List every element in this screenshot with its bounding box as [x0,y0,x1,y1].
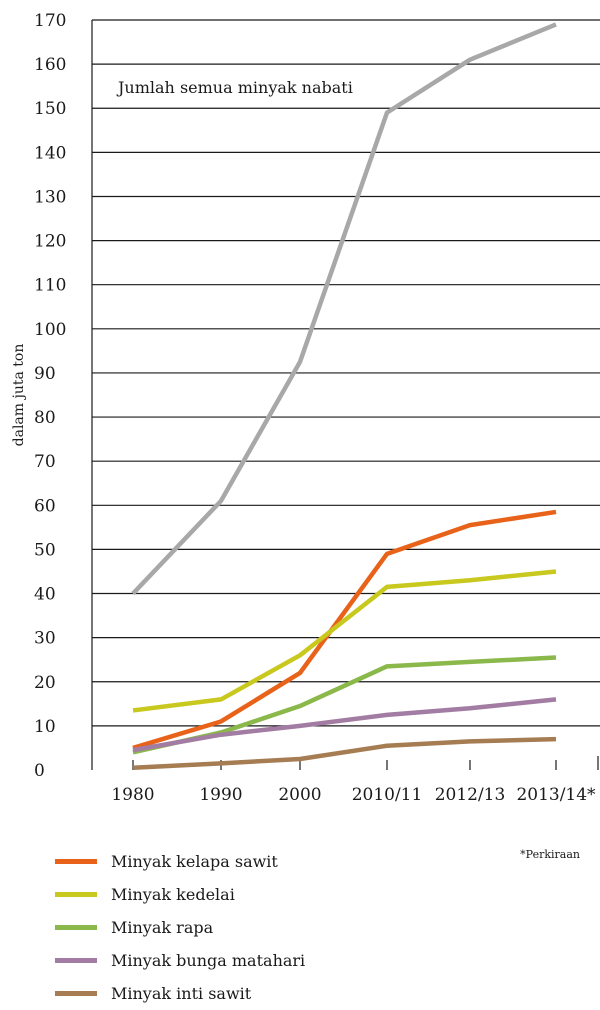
legend-item: Minyak inti sawit [55,977,305,1010]
y-tick-label: 50 [34,540,56,560]
y-axis-ticks: 0 10 20 30 40 50 60 70 80 90 100 110 120 130 140 150 160… [34,11,66,781]
total-annotation: Jumlah semua minyak nabati [116,78,353,97]
y-tick-label: 90 [34,364,56,384]
y-tick-label: 20 [34,673,56,693]
y-tick-label: 80 [34,408,56,428]
legend-label: Minyak kelapa sawit [111,852,278,871]
y-tick-label: 30 [34,629,56,649]
y-tick-label: 150 [34,99,66,119]
legend-item: Minyak kelapa sawit [55,845,305,878]
y-tick-label: 130 [34,187,66,207]
series-lines [131,22,557,771]
legend-swatch [55,958,97,963]
x-tick-label: 2000 [278,785,321,805]
x-tick-label: 1990 [199,785,242,805]
y-axis-title: dalam juta ton [11,344,27,447]
x-tick-label: 2010/11 [352,785,423,805]
line-chart: 0 10 20 30 40 50 60 70 80 90 100 110 120 130 140 150 160… [11,11,600,805]
footnote: *Perkiraan [520,848,580,861]
y-tick-label: 40 [34,585,56,605]
y-tick-label: 10 [34,717,56,737]
y-tick-label: 70 [34,452,56,472]
series-line-minyak-kelapa-sawit [132,509,557,751]
legend-item: Minyak bunga matahari [55,944,305,977]
legend-item: Minyak kedelai [55,878,305,911]
x-tick-label: 2013/14* [516,785,596,805]
y-tick-label: 110 [34,276,66,296]
y-tick-label: 100 [34,320,66,340]
x-tick-label: 2012/13 [435,785,506,805]
x-tick-label: 1980 [111,785,154,805]
legend-item: Minyak rapa [55,911,305,944]
y-tick-label: 120 [34,232,66,252]
legend-swatch [55,925,97,930]
legend-label: Minyak bunga matahari [111,951,306,970]
y-tick-label: 0 [34,761,45,781]
legend-label: Minyak inti sawit [111,984,252,1003]
series-line-minyak-bunga-matahari [132,697,557,753]
x-axis-ticks: 1980 1990 2000 2010/11 2012/13 2013/14* [111,760,596,805]
gridlines [92,19,600,727]
y-tick-label: 60 [34,496,56,516]
y-tick-label: 170 [34,11,66,31]
legend-label: Minyak rapa [111,918,214,937]
series-line-minyak-kedelai [132,569,557,713]
legend: Minyak kelapa sawit Minyak kedelai Minyak … [55,845,305,1010]
legend-swatch [55,859,97,864]
legend-swatch [55,991,97,996]
legend-swatch [55,892,97,897]
y-tick-label: 160 [34,55,66,75]
y-tick-label: 140 [34,143,66,163]
series-line-minyak-inti-sawit [132,736,557,771]
legend-label: Minyak kedelai [111,885,235,904]
series-line-jumlah-semua-minyak-nabati [131,22,557,596]
